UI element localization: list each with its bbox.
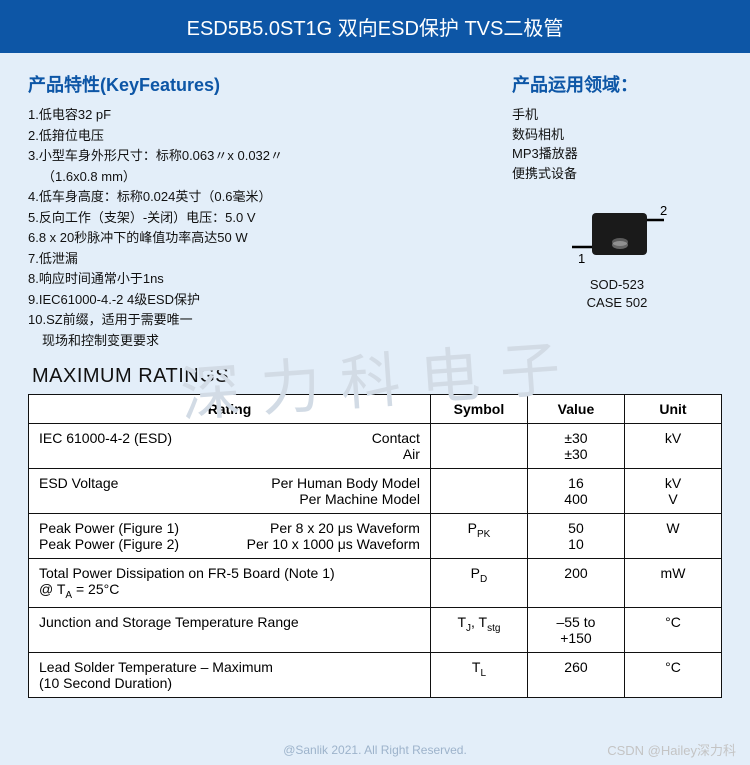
symbol-cell: PD bbox=[430, 559, 527, 608]
symbol-cell: PPK bbox=[430, 514, 527, 559]
th-value: Value bbox=[527, 395, 624, 424]
feature-item: 10.SZ前缀，适用于需要唯一 bbox=[28, 310, 482, 330]
features-list: 1.低电容32 pF2.低箝位电压3.小型车身外形尺寸：标称0.063〃x 0.… bbox=[28, 105, 482, 350]
top-section: 产品特性(KeyFeatures) 1.低电容32 pF2.低箝位电压3.小型车… bbox=[28, 71, 722, 351]
features-column: 产品特性(KeyFeatures) 1.低电容32 pF2.低箝位电压3.小型车… bbox=[28, 71, 482, 351]
symbol-cell: TL bbox=[430, 652, 527, 697]
feature-item: 3.小型车身外形尺寸：标称0.063〃x 0.032〃 bbox=[28, 146, 482, 166]
value-cell: 200 bbox=[527, 559, 624, 608]
application-item: 便携式设备 bbox=[512, 164, 722, 184]
rating-cell: Junction and Storage Temperature Range bbox=[29, 607, 431, 652]
unit-cell: W bbox=[624, 514, 721, 559]
applications-column: 产品运用领域： 手机数码相机MP3播放器便携式设备 1 2 SOD-523 CA… bbox=[512, 71, 722, 351]
feature-item: 4.低车身高度：标称0.024英寸（0.6毫米） bbox=[28, 187, 482, 207]
rating-cell: Total Power Dissipation on FR-5 Board (N… bbox=[29, 559, 431, 608]
package-diagram: 1 2 SOD-523 CASE 502 bbox=[512, 195, 722, 312]
applications-title: 产品运用领域： bbox=[512, 71, 722, 97]
value-cell: –55 to+150 bbox=[527, 607, 624, 652]
feature-item: 9.IEC61000-4.-2 4级ESD保护 bbox=[28, 290, 482, 310]
th-symbol: Symbol bbox=[430, 395, 527, 424]
pin2-label: 2 bbox=[660, 203, 667, 218]
unit-cell: mW bbox=[624, 559, 721, 608]
symbol-cell: TJ, Tstg bbox=[430, 607, 527, 652]
feature-item: 5.反向工作（支架）-关闭）电压：5.0 V bbox=[28, 208, 482, 228]
applications-list: 手机数码相机MP3播放器便携式设备 bbox=[512, 105, 722, 183]
unit-cell: °C bbox=[624, 652, 721, 697]
feature-item: 1.低电容32 pF bbox=[28, 105, 482, 125]
value-cell: 16400 bbox=[527, 469, 624, 514]
symbol-cell bbox=[430, 424, 527, 469]
sod-523-icon: 1 2 bbox=[562, 195, 672, 265]
table-row: Total Power Dissipation on FR-5 Board (N… bbox=[29, 559, 722, 608]
symbol-cell bbox=[430, 469, 527, 514]
table-row: Lead Solder Temperature – Maximum(10 Sec… bbox=[29, 652, 722, 697]
unit-cell: °C bbox=[624, 607, 721, 652]
package-label: SOD-523 CASE 502 bbox=[512, 276, 722, 312]
application-item: 数码相机 bbox=[512, 125, 722, 145]
content-area: 深力科电子 产品特性(KeyFeatures) 1.低电容32 pF2.低箝位电… bbox=[0, 53, 750, 698]
ratings-title: MAXIMUM RATINGS bbox=[32, 365, 722, 388]
application-item: MP3播放器 bbox=[512, 144, 722, 164]
ratings-table: Rating Symbol Value Unit IEC 61000-4-2 (… bbox=[28, 394, 722, 698]
features-title: 产品特性(KeyFeatures) bbox=[28, 71, 482, 97]
table-row: Peak Power (Figure 1)Peak Power (Figure … bbox=[29, 514, 722, 559]
feature-item: 6.8 x 20秒脉冲下的峰值功率高达50 W bbox=[28, 228, 482, 248]
csdn-watermark: CSDN @Hailey深力科 bbox=[607, 740, 736, 759]
rating-cell: Peak Power (Figure 1)Peak Power (Figure … bbox=[29, 514, 431, 559]
feature-item: （1.6x0.8 mm） bbox=[28, 167, 482, 187]
value-cell: 5010 bbox=[527, 514, 624, 559]
th-rating: Rating bbox=[29, 395, 431, 424]
value-cell: ±30±30 bbox=[527, 424, 624, 469]
feature-item: 7.低泄漏 bbox=[28, 249, 482, 269]
feature-item: 2.低箝位电压 bbox=[28, 126, 482, 146]
table-row: ESD VoltagePer Human Body ModelPer Machi… bbox=[29, 469, 722, 514]
feature-item: 现场和控制变更要求 bbox=[28, 331, 482, 351]
table-row: Junction and Storage Temperature RangeTJ… bbox=[29, 607, 722, 652]
value-cell: 260 bbox=[527, 652, 624, 697]
feature-item: 8.响应时间通常小于1ns bbox=[28, 269, 482, 289]
pin1-label: 1 bbox=[578, 251, 585, 265]
rating-cell: Lead Solder Temperature – Maximum(10 Sec… bbox=[29, 652, 431, 697]
header-title: ESD5B5.0ST1G 双向ESD保护 TVS二极管 bbox=[187, 18, 564, 40]
table-row: IEC 61000-4-2 (ESD)ContactAir ±30±30kV bbox=[29, 424, 722, 469]
page-header: ESD5B5.0ST1G 双向ESD保护 TVS二极管 bbox=[0, 0, 750, 53]
th-unit: Unit bbox=[624, 395, 721, 424]
rating-cell: IEC 61000-4-2 (ESD)ContactAir bbox=[29, 424, 431, 469]
unit-cell: kV bbox=[624, 424, 721, 469]
application-item: 手机 bbox=[512, 105, 722, 125]
unit-cell: kVV bbox=[624, 469, 721, 514]
rating-cell: ESD VoltagePer Human Body ModelPer Machi… bbox=[29, 469, 431, 514]
table-header-row: Rating Symbol Value Unit bbox=[29, 395, 722, 424]
